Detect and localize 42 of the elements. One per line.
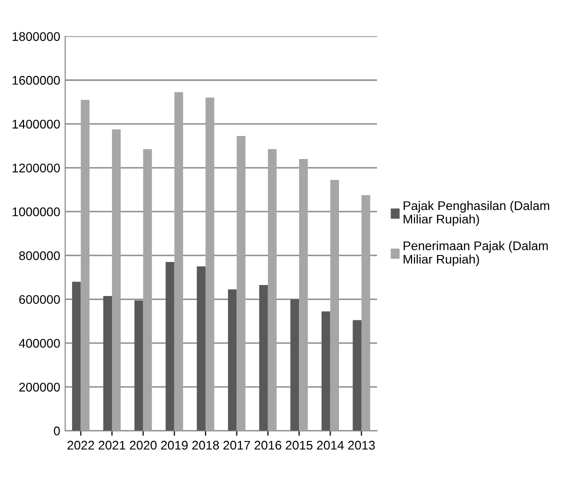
bar	[361, 195, 370, 431]
bar	[143, 149, 152, 431]
y-tick-label: 1200000	[12, 164, 60, 172]
legend-label: Pajak Penghasilan (Dalam Miliar Rupiah)	[404, 200, 550, 226]
x-tick-label: 2017	[223, 440, 250, 450]
y-tick-label: 0	[54, 426, 60, 436]
x-tick-label: 2015	[286, 440, 312, 450]
bar	[268, 149, 277, 431]
bar	[72, 282, 81, 431]
y-tick-label: 600000	[19, 295, 60, 304]
y-tick-label: 1600000	[12, 76, 60, 85]
x-tick-label: 2021	[98, 440, 126, 450]
bar	[322, 311, 330, 431]
bar	[80, 100, 90, 431]
y-tick-label: 400000	[18, 338, 60, 348]
bar	[352, 320, 362, 431]
y-tick-label: 800000	[19, 251, 60, 260]
x-tick-label: 2018	[192, 440, 219, 450]
y-tick-label: 1800000	[12, 32, 60, 41]
x-tick-label: 2013	[348, 440, 375, 450]
x-tick-label: 2014	[317, 440, 344, 450]
x-tick-label: 2022	[68, 440, 94, 450]
bar	[259, 285, 268, 431]
bar	[236, 136, 246, 431]
legend-label: Penerimaan Pajak (Dalam Miliar Rupiah)	[404, 241, 548, 266]
y-tick-label: 1000000	[12, 207, 60, 216]
bar	[299, 159, 308, 431]
bar	[112, 129, 121, 431]
bar	[228, 289, 237, 431]
x-tick-label: 2016	[254, 440, 282, 450]
bar	[290, 299, 300, 431]
x-tick-label: 2019	[161, 440, 188, 450]
x-tick-label: 2020	[130, 440, 157, 450]
bar	[103, 296, 112, 431]
bar	[206, 98, 214, 431]
y-tick-label: 1400000	[12, 120, 60, 129]
bar	[330, 180, 340, 431]
bar	[166, 262, 174, 431]
bar	[134, 300, 144, 431]
bar	[174, 92, 184, 431]
bar	[196, 266, 206, 431]
y-tick-label: 200000	[19, 382, 60, 392]
